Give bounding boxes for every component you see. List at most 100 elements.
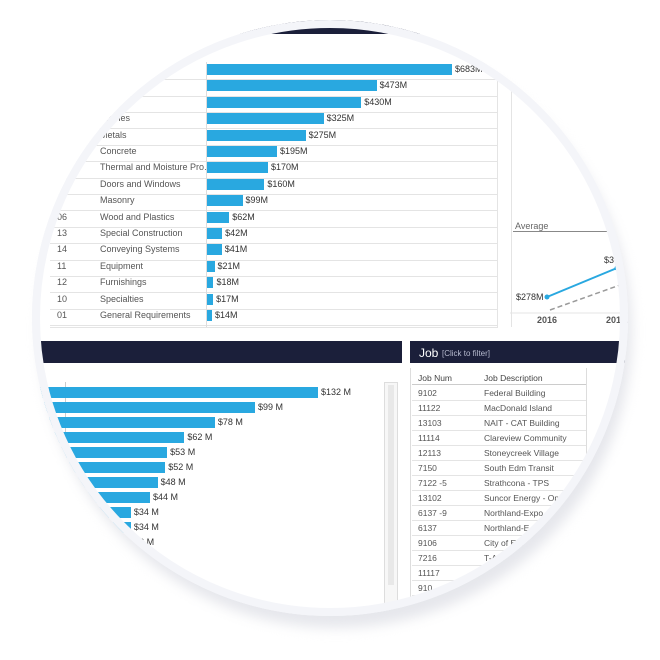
job-row-num[interactable]: 9106 xyxy=(418,538,437,548)
cost-value-label: $99 M xyxy=(258,402,284,412)
job-row-num[interactable]: 7216 xyxy=(418,553,437,563)
cost-value-label: …2 M xyxy=(130,537,155,547)
trend-average-line xyxy=(549,284,621,311)
job-row-desc[interactable]: Federal Building xyxy=(484,388,546,398)
job-row-num[interactable]: 7150 xyxy=(418,463,437,473)
cost-bar xyxy=(40,432,185,443)
division-bar xyxy=(207,129,306,141)
trend-label-2017: $30… xyxy=(604,255,628,265)
cost-value-label: $52 M xyxy=(168,462,194,472)
job-row-num[interactable]: 13102 xyxy=(418,493,442,503)
job-row-num[interactable]: 9102 xyxy=(418,388,437,398)
job-row-num[interactable]: 13103 xyxy=(418,418,442,428)
job-table-filter-hint[interactable]: [Click to filter] xyxy=(442,349,491,358)
division-row-divider xyxy=(50,144,497,146)
division-label: Furnishings xyxy=(100,277,147,288)
cost-chart-scroll-thumb[interactable] xyxy=(388,385,394,585)
job-row-num[interactable]: 7122 -5 xyxy=(418,478,447,488)
division-value-label: $170M xyxy=(270,162,299,173)
division-value-label: $195M xyxy=(279,146,308,156)
division-bar xyxy=(207,277,214,289)
cost-value-label: $48 M xyxy=(160,477,186,487)
division-bar xyxy=(207,113,324,125)
job-row-desc[interactable]: T-A… xyxy=(484,553,506,563)
job-row-desc[interactable]: Suncor Energy - Op… xyxy=(484,493,568,503)
cost-bar xyxy=(40,522,131,533)
division-code: 10 xyxy=(57,293,68,304)
trend-tick-2017: 201… xyxy=(606,315,628,325)
cost-bar xyxy=(40,387,318,398)
division-bar xyxy=(207,96,362,108)
job-row-desc[interactable]: Northland-Expo… xyxy=(484,508,552,518)
job-row-num[interactable]: 11114 xyxy=(418,433,440,443)
division-row-divider xyxy=(50,259,497,261)
magnifier-lens: …umbing… $683M $473M …ork $430M …ishes $325M Me… xyxy=(32,20,628,616)
cost-bar xyxy=(40,492,150,503)
division-code: 4 xyxy=(57,195,63,206)
job-row-desc[interactable]: Strathcona - TPS xyxy=(484,478,550,488)
division-row-divider xyxy=(50,308,497,310)
job-row-divider xyxy=(412,580,587,581)
division-row-divider xyxy=(50,210,497,212)
job-row-num[interactable]: 910… xyxy=(418,583,441,593)
job-row-divider xyxy=(412,595,587,596)
job-col-header-desc: Job Description xyxy=(484,373,543,383)
job-row-desc[interactable]: MacDonald Island xyxy=(484,403,553,413)
cost-chart-scrollbar[interactable] xyxy=(384,382,398,609)
job-row-num[interactable]: 11122 xyxy=(418,403,441,413)
division-value-label: $99M xyxy=(245,195,269,206)
division-row-divider xyxy=(50,79,497,81)
cost-bar xyxy=(40,462,166,473)
division-label: Special Construction xyxy=(100,228,183,238)
cost-value-label: $132 M xyxy=(321,387,352,397)
trend-point-2016 xyxy=(544,294,550,300)
division-value-label: $17M xyxy=(216,293,239,304)
cost-value-label: $62 M xyxy=(187,432,213,442)
job-row-desc[interactable]: Stoneycreek Village xyxy=(484,448,559,458)
division-row-divider xyxy=(50,226,497,228)
division-row-divider xyxy=(50,243,497,245)
division-label: …umbing… xyxy=(100,64,148,74)
trend-legend-line xyxy=(513,231,613,232)
division-axis xyxy=(206,62,207,327)
job-row-divider xyxy=(412,505,587,506)
division-code: 11 xyxy=(57,260,67,271)
division-value-label: $473M xyxy=(379,80,408,91)
job-row-divider xyxy=(412,475,587,476)
job-row-divider xyxy=(412,400,587,401)
job-col-header-num: Job Num xyxy=(418,373,453,383)
job-row-divider xyxy=(412,460,587,461)
job-table-title: Job xyxy=(419,346,439,360)
division-bar xyxy=(207,64,452,75)
division-bar xyxy=(207,162,268,174)
cost-value-label: $34 M xyxy=(133,507,159,517)
job-row-divider xyxy=(412,520,587,521)
division-bar xyxy=(207,310,213,321)
job-row-num[interactable]: 6137 xyxy=(418,523,437,533)
division-code: 14 xyxy=(57,244,68,255)
division-code: 12 xyxy=(57,277,68,288)
job-row-num[interactable]: 12113 xyxy=(418,448,442,458)
cost-value-label: $53 M xyxy=(170,447,196,457)
job-row-desc[interactable]: NAIT - CAT Building xyxy=(484,418,560,428)
trend-tick-2016: 2016 xyxy=(537,315,558,325)
job-row-divider xyxy=(412,490,587,491)
cost-bar xyxy=(40,402,255,413)
job-row-desc[interactable]: Clareview Community xyxy=(484,433,567,443)
division-label: Specialties xyxy=(100,293,144,304)
cost-bar xyxy=(40,477,158,488)
job-table-left-border xyxy=(410,368,411,608)
division-bar xyxy=(207,195,243,207)
division-code: 06 xyxy=(57,211,68,222)
job-row-desc[interactable]: South Edm Transit xyxy=(484,463,554,473)
division-label: Metals xyxy=(100,129,127,140)
job-row-num[interactable]: 6137 -9 xyxy=(418,508,447,518)
job-row-divider xyxy=(412,445,587,446)
job-row-divider xyxy=(412,430,587,431)
division-chart-panel xyxy=(50,62,498,328)
division-value-label: $42M xyxy=(225,228,248,238)
job-row-desc[interactable]: Northland-E… xyxy=(484,523,538,533)
job-row-num[interactable]: 11117 xyxy=(418,568,440,578)
division-row-divider xyxy=(50,276,497,277)
job-row-desc[interactable]: City of E… xyxy=(484,538,525,548)
